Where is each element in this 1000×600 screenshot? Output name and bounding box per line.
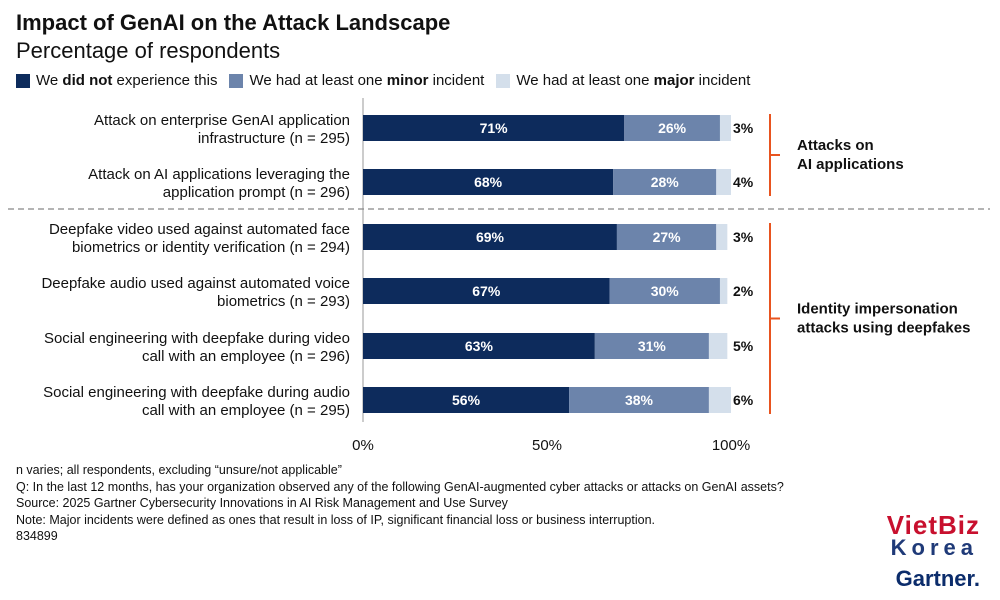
bar-segment-minor <box>616 224 717 250</box>
legend-item-minor: We had at least one minor incident <box>229 72 484 89</box>
vietbiz-logo: VietBiz <box>886 510 980 540</box>
category-label: Social engineering with deepfake during … <box>44 330 350 347</box>
footnote-line: Q: In the last 12 months, has your organ… <box>16 479 784 494</box>
data-label: 3% <box>733 229 754 245</box>
category-label: biometrics or identity verification (n =… <box>72 239 350 256</box>
data-label: 67% <box>472 283 501 299</box>
category-label: biometrics (n = 293) <box>217 293 350 310</box>
data-label: 4% <box>733 174 754 190</box>
chart-title: Impact of GenAI on the Attack Landscape <box>16 10 451 35</box>
gartner-logo: Gartner. <box>895 566 980 591</box>
group-label: Identity impersonation <box>797 301 958 318</box>
bar-segment-major <box>716 169 731 195</box>
data-label: 27% <box>653 229 682 245</box>
bar-segment-did-not <box>363 387 570 413</box>
group-label: Attacks on <box>797 137 874 154</box>
category-label: Deepfake audio used against automated vo… <box>41 275 350 292</box>
footnote-line: n varies; all respondents, excluding “un… <box>16 463 342 477</box>
legend-swatch-major <box>496 73 511 88</box>
bar-segment-minor <box>569 387 709 413</box>
data-label: 30% <box>651 283 680 299</box>
category-label: Attack on enterprise GenAI application <box>94 112 350 129</box>
data-label: 31% <box>638 338 667 354</box>
legend-item-major: We had at least one major incident <box>496 72 750 89</box>
data-label: 63% <box>465 338 494 354</box>
footnote-line: Source: 2025 Gartner Cybersecurity Innov… <box>16 496 508 510</box>
data-label: 71% <box>480 120 509 136</box>
category-label: call with an employee (n = 295) <box>142 402 350 419</box>
footnotes: n varies; all respondents, excluding “un… <box>16 462 784 545</box>
bar-segment-major <box>716 224 728 250</box>
legend-text-did-not: We did not experience this <box>36 72 218 89</box>
data-label: 2% <box>733 283 754 299</box>
data-label: 28% <box>651 174 680 190</box>
group-label: attacks using deepfakes <box>797 320 970 337</box>
bar-segment-did-not <box>363 333 595 359</box>
bar-segment-did-not <box>363 278 610 304</box>
bar-segment-minor <box>609 278 720 304</box>
data-label: 6% <box>733 392 754 408</box>
category-label: infrastructure (n = 295) <box>198 130 350 147</box>
legend-text-major: We had at least one major incident <box>516 72 751 89</box>
category-label: Social engineering with deepfake during … <box>43 384 350 401</box>
legend-text-minor: We had at least one minor incident <box>249 72 485 89</box>
legend-swatch-did-not <box>16 73 30 88</box>
bar-segment-did-not <box>363 224 617 250</box>
footnote-line: 834899 <box>16 529 58 543</box>
data-label: 26% <box>658 120 687 136</box>
bar-segment-major <box>708 387 731 413</box>
data-label: 69% <box>476 229 505 245</box>
legend-item-did-not: We did not experience this <box>16 72 217 89</box>
data-label: 3% <box>733 120 754 136</box>
bar-segment-major <box>719 278 728 304</box>
category-label: Deepfake video used against automated fa… <box>49 221 350 238</box>
data-label: 5% <box>733 338 754 354</box>
bar-segment-major <box>708 333 728 359</box>
bar-segment-major <box>719 115 731 141</box>
bar-segment-did-not <box>363 169 614 195</box>
bar-segment-minor <box>613 169 717 195</box>
x-tick-label: 100% <box>712 437 750 454</box>
legend: We did not experience this We had at lea… <box>16 72 762 89</box>
category-label: application prompt (n = 296) <box>163 184 350 201</box>
bar-segment-minor <box>624 115 720 141</box>
data-label: 56% <box>452 392 481 408</box>
x-tick-label: 50% <box>532 437 562 454</box>
bar-segment-did-not <box>363 115 625 141</box>
korea-logo: Korea <box>890 535 978 560</box>
x-tick-label: 0% <box>352 437 374 454</box>
group-label: AI applications <box>797 156 904 173</box>
data-label: 38% <box>625 392 654 408</box>
footnote-line: Note: Major incidents were defined as on… <box>16 512 655 527</box>
category-label: Attack on AI applications leveraging the <box>88 166 350 183</box>
category-label: call with an employee (n = 296) <box>142 348 350 365</box>
legend-swatch-minor <box>229 73 244 88</box>
bar-segment-minor <box>594 333 709 359</box>
chart-subtitle: Percentage of respondents <box>16 38 281 63</box>
stacked-bar-chart: Attack on enterprise GenAI applicationin… <box>8 98 990 454</box>
data-label: 68% <box>474 174 503 190</box>
